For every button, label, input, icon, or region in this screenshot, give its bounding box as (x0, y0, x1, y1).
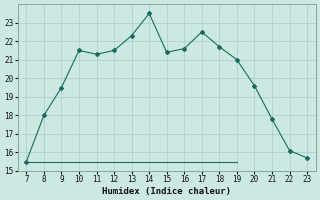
X-axis label: Humidex (Indice chaleur): Humidex (Indice chaleur) (102, 187, 231, 196)
